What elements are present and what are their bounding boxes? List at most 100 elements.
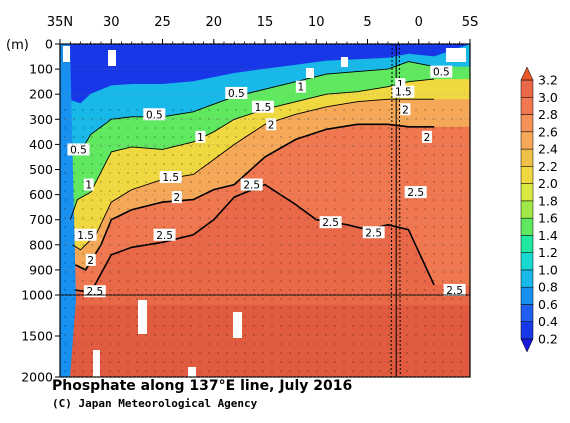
colorbar-tick-label: 2.6 [538,124,558,139]
contour-label: 2.5 [446,285,463,297]
contour-label: 2.5 [407,187,424,199]
contour-label-bg [240,178,263,191]
data-gap [233,312,242,338]
x-tick-label: 5 [363,15,371,30]
contour-label: 2 [174,192,181,204]
x-tick-label: 5S [462,15,479,30]
stipple-texture [60,104,470,377]
contour-2 [75,123,435,271]
colorbar-segment [520,114,534,133]
colorbar-segment [520,79,534,98]
contour-label: 1 [298,82,305,94]
y-tick-label: 1000 [21,288,53,303]
colorbar-tick-label: 2.0 [538,176,558,191]
contour-label-bg [195,130,206,143]
contour-label: 0.5 [146,109,163,121]
y-tick-label: 300 [29,112,53,127]
colorbar-tick-label: 0.2 [538,332,558,347]
contour-label-bg [319,216,342,229]
axes: 35N 30 25 20 15 10 5 0 5S10020030040050060070080… [21,15,478,385]
x-tick-label: 25 [154,15,171,30]
colorbar-segment [520,286,534,305]
contour-label-bg [83,285,106,298]
colorbar-segment [520,217,534,236]
front-line [398,44,401,377]
stipple-fill [60,104,470,377]
contour-lines [67,44,435,377]
contour-label-bg [159,171,182,184]
colorbar-tick-label: 1.4 [538,228,558,243]
colorbar-segment [520,131,534,150]
contour-label: 2.5 [243,180,260,192]
x-tick-label: 20 [205,15,222,30]
contour-label: 1 [397,79,404,91]
y-tick-label: 200 [29,87,53,102]
y-tick-label: 900 [29,262,53,277]
colorbar: 0.2 0.4 0.6 0.8 1.0 1.2 1.4 1.6 1.8 2.0 2.2 2.4 2.6 2… [520,66,558,353]
data-gap [446,48,466,62]
colorbar-tick-label: 2.2 [538,159,558,174]
contour-label-bg [421,130,432,143]
contour-label-bg [143,108,166,121]
contour-label: 1.5 [162,172,179,184]
y-axis-unit-label: (m) [6,38,29,53]
contour-label-bg [443,283,466,296]
contour-label-bg [225,86,248,99]
colorbar-tick-label: 1.2 [538,245,558,260]
colorbar-segment [520,235,534,253]
contour-label-bg [430,65,453,78]
contour-label: 1.5 [255,102,272,114]
field-band-surface [60,44,470,104]
contour-label: 2.5 [322,217,339,229]
y-tick-label: 400 [29,137,53,152]
contour-label-bg [251,100,274,113]
contour-label-bg [74,228,97,241]
data-gap [306,68,314,78]
colorbar-segment [520,183,534,202]
contour-label-bg [400,103,411,116]
x-tick-label: 0 [415,15,423,30]
contour-label-bg [266,118,277,131]
data-gaps [63,46,466,377]
data-gap [63,46,70,62]
contour-label-bg [153,228,176,241]
contour-label: 1 [85,180,92,192]
front-line [390,44,393,377]
contour-label: 1 [197,132,204,144]
contour-label-bg [67,143,90,156]
contour-label: 0.5 [70,144,87,156]
contour-label-bg [404,186,427,199]
colorbar-tick-label: 1.6 [538,211,558,226]
contour-label: 0.5 [433,67,450,79]
colorbar-max-extend [520,66,534,81]
contour-label: 2 [424,132,431,144]
colorbar-tick-label: 0.4 [538,314,558,329]
colorbar-segment [520,148,534,167]
contour-label: 2.5 [86,286,103,298]
y-tick-label: 100 [29,62,53,77]
x-tick-label: 30 [103,15,120,30]
contour-label: 1.5 [395,87,412,99]
contour-label: 2 [402,104,409,116]
colorbar-tick-label: 1.8 [538,193,558,208]
y-tick-label: 2000 [21,370,53,385]
colorbar-segment [520,166,534,184]
colorbar-segment [520,200,534,219]
chart-title: Phosphate along 137°E line, July 2016 [52,378,353,394]
data-gap [341,57,348,67]
x-tick-label: 35N [47,15,73,30]
colorbar-segment [520,252,534,271]
data-gap [138,300,147,334]
contour-1 [69,78,435,220]
contour-label: 2.5 [156,230,173,242]
contour-label-bg [395,78,406,91]
data-gap [108,50,116,66]
colorbar-tick-label: 2.4 [538,142,558,157]
contour-label-bg [85,253,96,266]
colorbar-min-extend [520,338,534,353]
y-tick-label: 0 [45,37,53,52]
colorbar-tick-label: 0.8 [538,280,558,295]
colorbar-segment [520,269,534,288]
